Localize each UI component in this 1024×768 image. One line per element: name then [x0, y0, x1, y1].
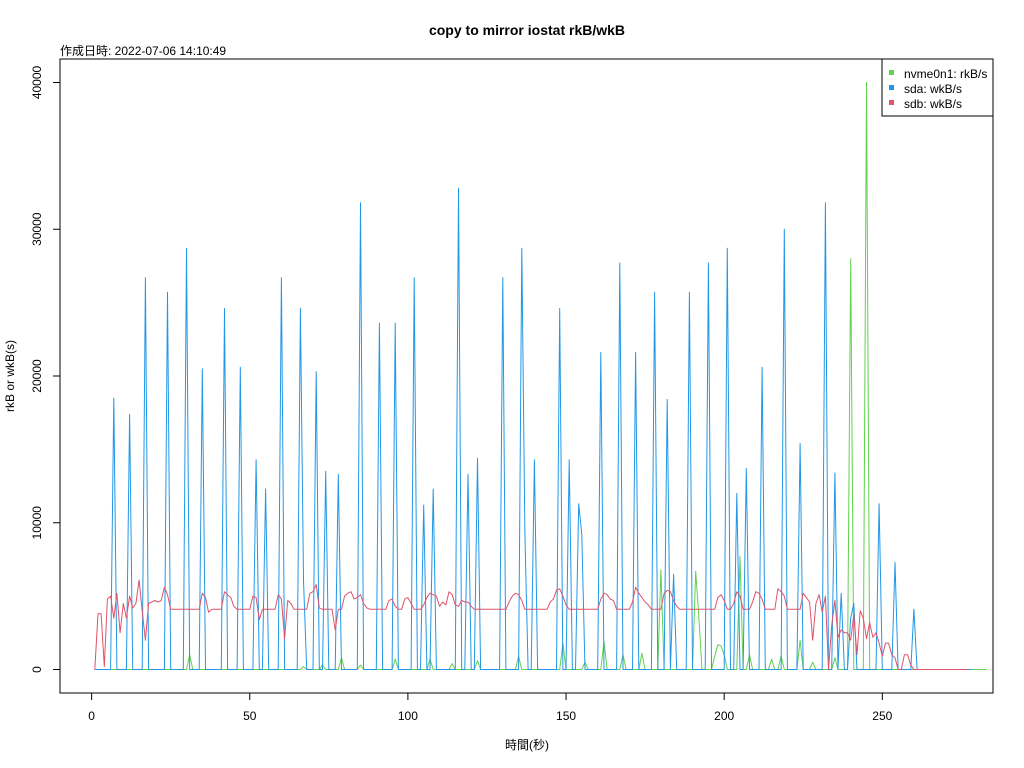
x-axis: 0 50 100 150 200 250 [88, 692, 893, 723]
series-layer [94, 82, 987, 670]
y-tick-label: 40000 [30, 65, 44, 99]
chart-subtitle: 作成日時: 2022-07-06 14:10:49 [60, 44, 226, 58]
legend-swatch-2 [889, 100, 894, 105]
chart-title: copy to mirror iostat rkB/wkB [429, 22, 625, 38]
legend-label-1: sda: wkB/s [904, 82, 962, 96]
x-tick-label: 50 [243, 709, 257, 723]
x-tick-label: 250 [872, 709, 892, 723]
series-line-0 [94, 82, 987, 670]
legend-label-2: sdb: wkB/s [904, 97, 962, 111]
y-tick-label: 20000 [30, 359, 44, 393]
y-axis: 0 10000 20000 30000 40000 [30, 65, 61, 673]
x-axis-label: 時間(秒) [505, 738, 549, 752]
legend-swatch-1 [889, 85, 894, 90]
y-axis-label: rkB or wkB(s) [3, 340, 17, 412]
x-tick-label: 100 [398, 709, 418, 723]
y-tick-label: 10000 [30, 506, 44, 540]
x-tick-label: 150 [556, 709, 576, 723]
y-tick-label: 0 [30, 666, 44, 673]
series-line-2 [94, 579, 968, 670]
series-line-1 [94, 187, 971, 670]
legend-box [881, 58, 994, 117]
x-tick-label: 200 [714, 709, 734, 723]
x-tick-label: 0 [88, 709, 95, 723]
legend-swatch-0 [889, 70, 894, 75]
y-tick-label: 30000 [30, 212, 44, 246]
legend-label-0: nvme0n1: rkB/s [904, 67, 987, 81]
